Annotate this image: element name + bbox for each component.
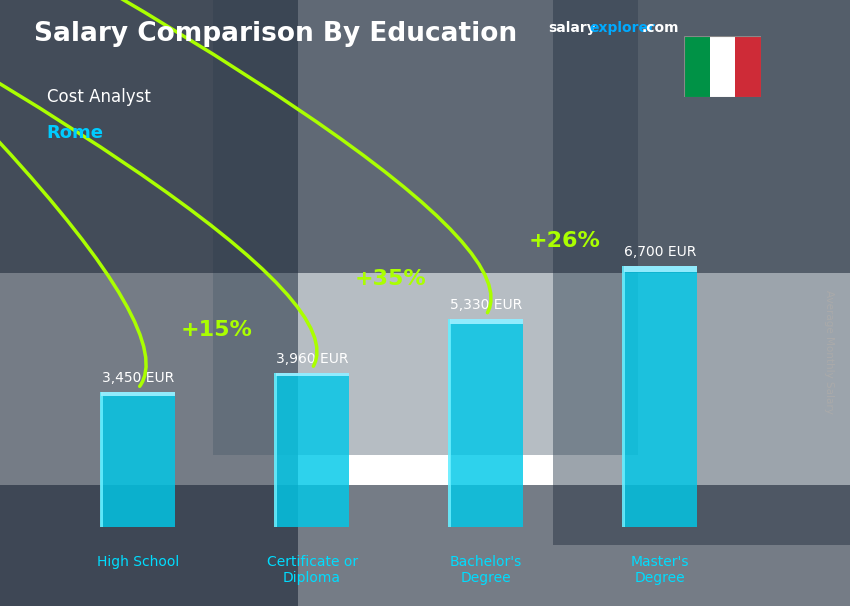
Bar — [710, 36, 735, 97]
Text: +35%: +35% — [354, 269, 426, 289]
Bar — [624, 265, 697, 272]
Text: High School: High School — [97, 554, 179, 568]
Text: Master's
Degree: Master's Degree — [631, 554, 689, 585]
Bar — [275, 373, 348, 527]
Text: Salary Comparison By Education: Salary Comparison By Education — [34, 21, 517, 47]
Text: Average Monthly Salary: Average Monthly Salary — [824, 290, 834, 413]
Bar — [622, 265, 626, 527]
Text: +15%: +15% — [180, 320, 252, 340]
Text: +26%: +26% — [529, 231, 600, 251]
Bar — [274, 373, 277, 527]
Bar — [448, 319, 451, 527]
Bar — [684, 36, 710, 97]
FancyBboxPatch shape — [552, 0, 850, 545]
Bar — [450, 319, 523, 527]
FancyBboxPatch shape — [0, 485, 850, 606]
Text: salary: salary — [548, 21, 596, 35]
Bar — [101, 393, 174, 527]
Text: .com: .com — [642, 21, 679, 35]
Text: Certificate or
Diploma: Certificate or Diploma — [267, 554, 358, 585]
Bar — [99, 393, 104, 527]
Text: 6,700 EUR: 6,700 EUR — [624, 245, 696, 259]
FancyBboxPatch shape — [212, 0, 638, 454]
Bar — [275, 373, 348, 376]
Bar — [735, 36, 761, 97]
Bar — [450, 319, 523, 324]
Text: 3,450 EUR: 3,450 EUR — [102, 371, 174, 385]
Text: explorer: explorer — [589, 21, 654, 35]
Bar — [624, 265, 697, 527]
Text: 5,330 EUR: 5,330 EUR — [450, 298, 522, 312]
Bar — [101, 393, 174, 396]
Text: Cost Analyst: Cost Analyst — [47, 88, 150, 106]
Text: Bachelor's
Degree: Bachelor's Degree — [450, 554, 522, 585]
Text: Rome: Rome — [47, 124, 104, 142]
Text: 3,960 EUR: 3,960 EUR — [275, 351, 348, 365]
FancyBboxPatch shape — [0, 0, 850, 273]
FancyBboxPatch shape — [0, 0, 298, 606]
